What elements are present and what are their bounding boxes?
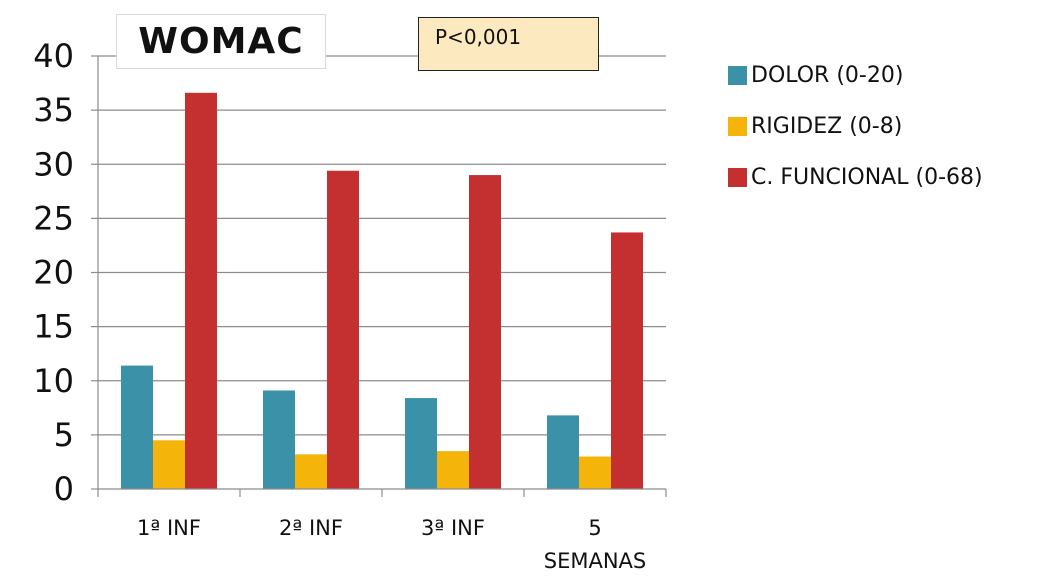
y-tick-label: 40 bbox=[33, 37, 74, 75]
bar-rigidez bbox=[579, 456, 611, 489]
y-tick-label: 10 bbox=[33, 362, 74, 400]
bar-c-funcional bbox=[469, 175, 501, 489]
bar-c-funcional bbox=[327, 170, 359, 489]
x-tick-label: 5 bbox=[588, 516, 601, 540]
legend-swatch-rigidez bbox=[728, 117, 747, 136]
bar-dolor bbox=[263, 390, 295, 489]
legend-label-dolor: DOLOR (0-20) bbox=[751, 63, 904, 88]
legend-swatch-c-funcional bbox=[728, 168, 747, 187]
bars bbox=[121, 92, 643, 490]
legend-item-c-funcional: C. FUNCIONAL (0-68) bbox=[728, 164, 983, 191]
legend-label-c-funcional: C. FUNCIONAL (0-68) bbox=[751, 165, 983, 190]
y-tick-label: 35 bbox=[33, 91, 74, 129]
tick-labels: 0 5 10 15 20 25 30 35 40 1ª INF 2ª INF 3ª INF 5 SEMAN… bbox=[33, 37, 646, 573]
y-tick-label: 20 bbox=[33, 254, 74, 292]
y-tick-label: 30 bbox=[33, 145, 74, 183]
chart-title: WOMAC bbox=[116, 14, 326, 69]
x-tick-label: 2ª INF bbox=[279, 516, 343, 540]
y-tick-label: 15 bbox=[33, 308, 74, 346]
legend-label-rigidez: RIGIDEZ (0-8) bbox=[751, 114, 903, 139]
bar-c-funcional bbox=[611, 232, 643, 489]
x-tick-label: 3ª INF bbox=[421, 516, 485, 540]
legend: DOLOR (0-20) RIGIDEZ (0-8) C. FUNCIONAL … bbox=[728, 62, 983, 215]
legend-swatch-dolor bbox=[728, 66, 747, 85]
x-tick-label: 1ª INF bbox=[137, 516, 201, 540]
bar-c-funcional bbox=[185, 92, 217, 490]
bar-rigidez bbox=[437, 451, 469, 489]
y-tick-label: 5 bbox=[54, 416, 74, 454]
p-value-annotation: P<0,001 bbox=[418, 17, 599, 71]
bar-rigidez bbox=[295, 454, 327, 489]
bar-dolor bbox=[547, 415, 579, 489]
bar-dolor bbox=[405, 398, 437, 489]
y-tick-label: 25 bbox=[33, 199, 74, 237]
y-tick-label: 0 bbox=[54, 470, 74, 508]
x-tick-label: SEMANAS bbox=[544, 549, 647, 573]
bar-rigidez bbox=[153, 440, 185, 489]
axes bbox=[91, 55, 667, 497]
gridlines bbox=[98, 55, 666, 436]
legend-item-dolor: DOLOR (0-20) bbox=[728, 62, 983, 89]
bar-dolor bbox=[121, 365, 153, 489]
legend-item-rigidez: RIGIDEZ (0-8) bbox=[728, 113, 983, 140]
